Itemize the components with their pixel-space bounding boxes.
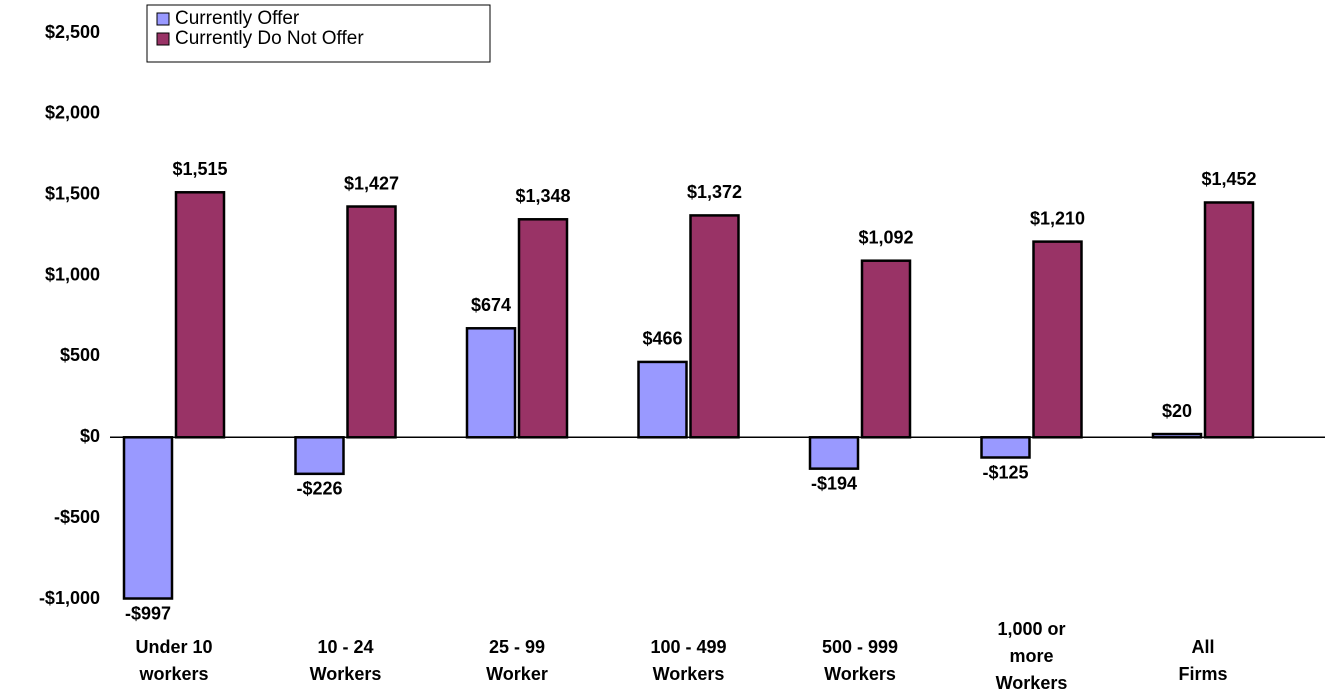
bar — [122, 436, 174, 600]
y-tick-label: $500 — [60, 345, 100, 365]
x-tick-line: Workers — [996, 673, 1068, 693]
x-tick-line: Workers — [824, 664, 896, 684]
bar — [1032, 240, 1083, 439]
bar — [174, 191, 226, 439]
bar — [346, 205, 397, 439]
data-label: $1,515 — [172, 159, 227, 179]
data-label: $1,348 — [515, 186, 570, 206]
x-tick-label: 1,000 or more Workers — [996, 619, 1068, 693]
x-tick-line: 1,000 or — [997, 619, 1065, 639]
y-tick-label: $1,000 — [45, 264, 100, 284]
x-tick-label: 25 - 99 Worker — [486, 637, 548, 684]
x-tick-line: All — [1191, 637, 1214, 657]
x-tick-label: 500 - 999 Workers — [822, 637, 898, 684]
x-tick-line: Firms — [1178, 664, 1227, 684]
x-tick-line: 25 - 99 — [489, 637, 545, 657]
bar — [294, 436, 345, 476]
bar — [689, 214, 740, 439]
data-label: $1,210 — [1030, 208, 1085, 228]
x-tick-label: All Firms — [1178, 637, 1227, 684]
data-label: $1,427 — [344, 173, 399, 193]
x-tick-line: Workers — [310, 664, 382, 684]
data-label: $1,452 — [1201, 169, 1256, 189]
bar — [980, 436, 1031, 459]
data-label: -$997 — [125, 603, 171, 623]
x-tick-label: Under 10 workers — [135, 637, 212, 684]
legend-box — [146, 4, 491, 63]
y-tick-label: -$500 — [54, 507, 100, 527]
x-tick-line: more — [1009, 646, 1053, 666]
x-tick-label: 10 - 24 Workers — [310, 637, 382, 684]
bar — [860, 259, 912, 439]
legend-swatch — [156, 32, 170, 46]
data-label: -$226 — [296, 479, 342, 499]
bar — [1151, 432, 1203, 439]
y-tick-label: $1,500 — [45, 183, 100, 203]
bar — [637, 360, 688, 439]
x-tick-line: workers — [138, 664, 208, 684]
x-tick-line: Under 10 — [135, 637, 212, 657]
y-tick-label: $2,500 — [45, 22, 100, 42]
bar — [808, 436, 860, 470]
legend-label: Currently Offer — [175, 8, 300, 29]
y-tick-label: $2,000 — [45, 103, 100, 123]
data-label: $674 — [471, 295, 511, 315]
y-tick-label: $0 — [80, 426, 100, 446]
bar — [1203, 201, 1255, 439]
bar — [517, 218, 569, 439]
x-tick-line: 10 - 24 — [317, 637, 373, 657]
x-tick-label: 100 - 499 Workers — [650, 637, 726, 684]
legend-label: Currently Do Not Offer — [175, 28, 364, 49]
x-tick-line: 100 - 499 — [650, 637, 726, 657]
data-label: $1,092 — [858, 227, 913, 247]
data-label: -$125 — [982, 462, 1028, 482]
x-tick-line: Worker — [486, 664, 548, 684]
data-label: $1,372 — [687, 182, 742, 202]
bar — [465, 327, 517, 439]
data-label: $20 — [1162, 401, 1192, 421]
x-tick-line: Workers — [653, 664, 725, 684]
legend-swatch — [156, 12, 170, 26]
y-tick-label: -$1,000 — [39, 588, 100, 608]
data-label: -$194 — [811, 473, 857, 493]
x-tick-line: 500 - 999 — [822, 637, 898, 657]
data-label: $466 — [642, 329, 682, 349]
